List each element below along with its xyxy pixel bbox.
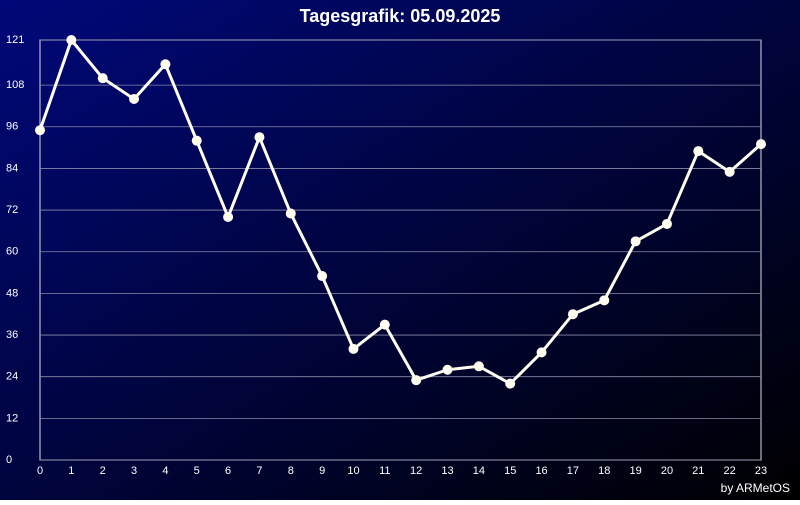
x-tick-label: 16 — [535, 465, 547, 477]
point — [317, 271, 328, 282]
point — [693, 146, 704, 157]
point — [191, 135, 202, 146]
point — [35, 125, 45, 136]
x-tick-label: 6 — [225, 465, 231, 477]
x-tick-label: 20 — [661, 465, 673, 477]
x-tick-label: 3 — [131, 465, 137, 477]
point — [285, 208, 296, 219]
point — [97, 73, 108, 84]
y-tick-label: 0 — [6, 454, 12, 466]
point — [223, 212, 234, 223]
x-tick-label: 14 — [473, 465, 485, 477]
point — [567, 309, 578, 320]
point — [379, 319, 390, 330]
x-tick-label: 2 — [100, 465, 106, 477]
y-tick-label: 36 — [6, 329, 18, 341]
point — [756, 139, 766, 150]
x-tick-label: 8 — [288, 465, 294, 477]
point — [348, 343, 359, 354]
point — [630, 236, 641, 247]
point — [129, 94, 140, 105]
y-tick-label: 96 — [6, 121, 18, 133]
x-tick-label: 10 — [347, 465, 359, 477]
x-tick-label: 9 — [319, 465, 325, 477]
x-tick-label: 23 — [755, 465, 767, 477]
y-tick-label: 60 — [6, 246, 18, 258]
y-tick-label: 121 — [6, 34, 24, 46]
point — [160, 59, 171, 70]
y-tick-label: 48 — [6, 287, 18, 299]
x-tick-label: 11 — [379, 465, 390, 477]
point — [442, 364, 453, 375]
x-tick-label: 7 — [256, 465, 262, 477]
x-tick-label: 17 — [567, 465, 579, 477]
point — [536, 347, 547, 358]
point — [66, 35, 77, 45]
point — [473, 361, 484, 372]
point — [724, 166, 735, 177]
x-tick-label: 5 — [194, 465, 200, 477]
x-tick-label: 12 — [410, 465, 422, 477]
x-tick-label: 21 — [692, 465, 704, 477]
x-tick-label: 1 — [68, 465, 74, 477]
x-tick-label: 0 — [37, 465, 43, 477]
line — [38, 38, 762, 386]
point — [411, 375, 422, 386]
y-tick-label: 84 — [6, 162, 18, 174]
x-tick-label: 15 — [504, 465, 516, 477]
point — [661, 218, 672, 229]
point — [254, 132, 265, 143]
x-tick-label: 19 — [629, 465, 641, 477]
x-tick-label: 22 — [724, 465, 736, 477]
y-tick-label: 108 — [6, 79, 24, 91]
footer: by ARMetOS — [721, 481, 790, 495]
y-tick-label: 72 — [6, 204, 18, 216]
point — [599, 295, 610, 306]
point — [505, 378, 516, 389]
y-tick-label: 12 — [6, 412, 18, 424]
x-tick-label: 13 — [441, 465, 453, 477]
x-tick-label: 4 — [162, 465, 168, 477]
y-tick-label: 24 — [6, 371, 18, 383]
x-tick-label: 18 — [598, 465, 610, 477]
chart-title: Tagesgrafik: 05.09.2025 — [300, 6, 501, 26]
